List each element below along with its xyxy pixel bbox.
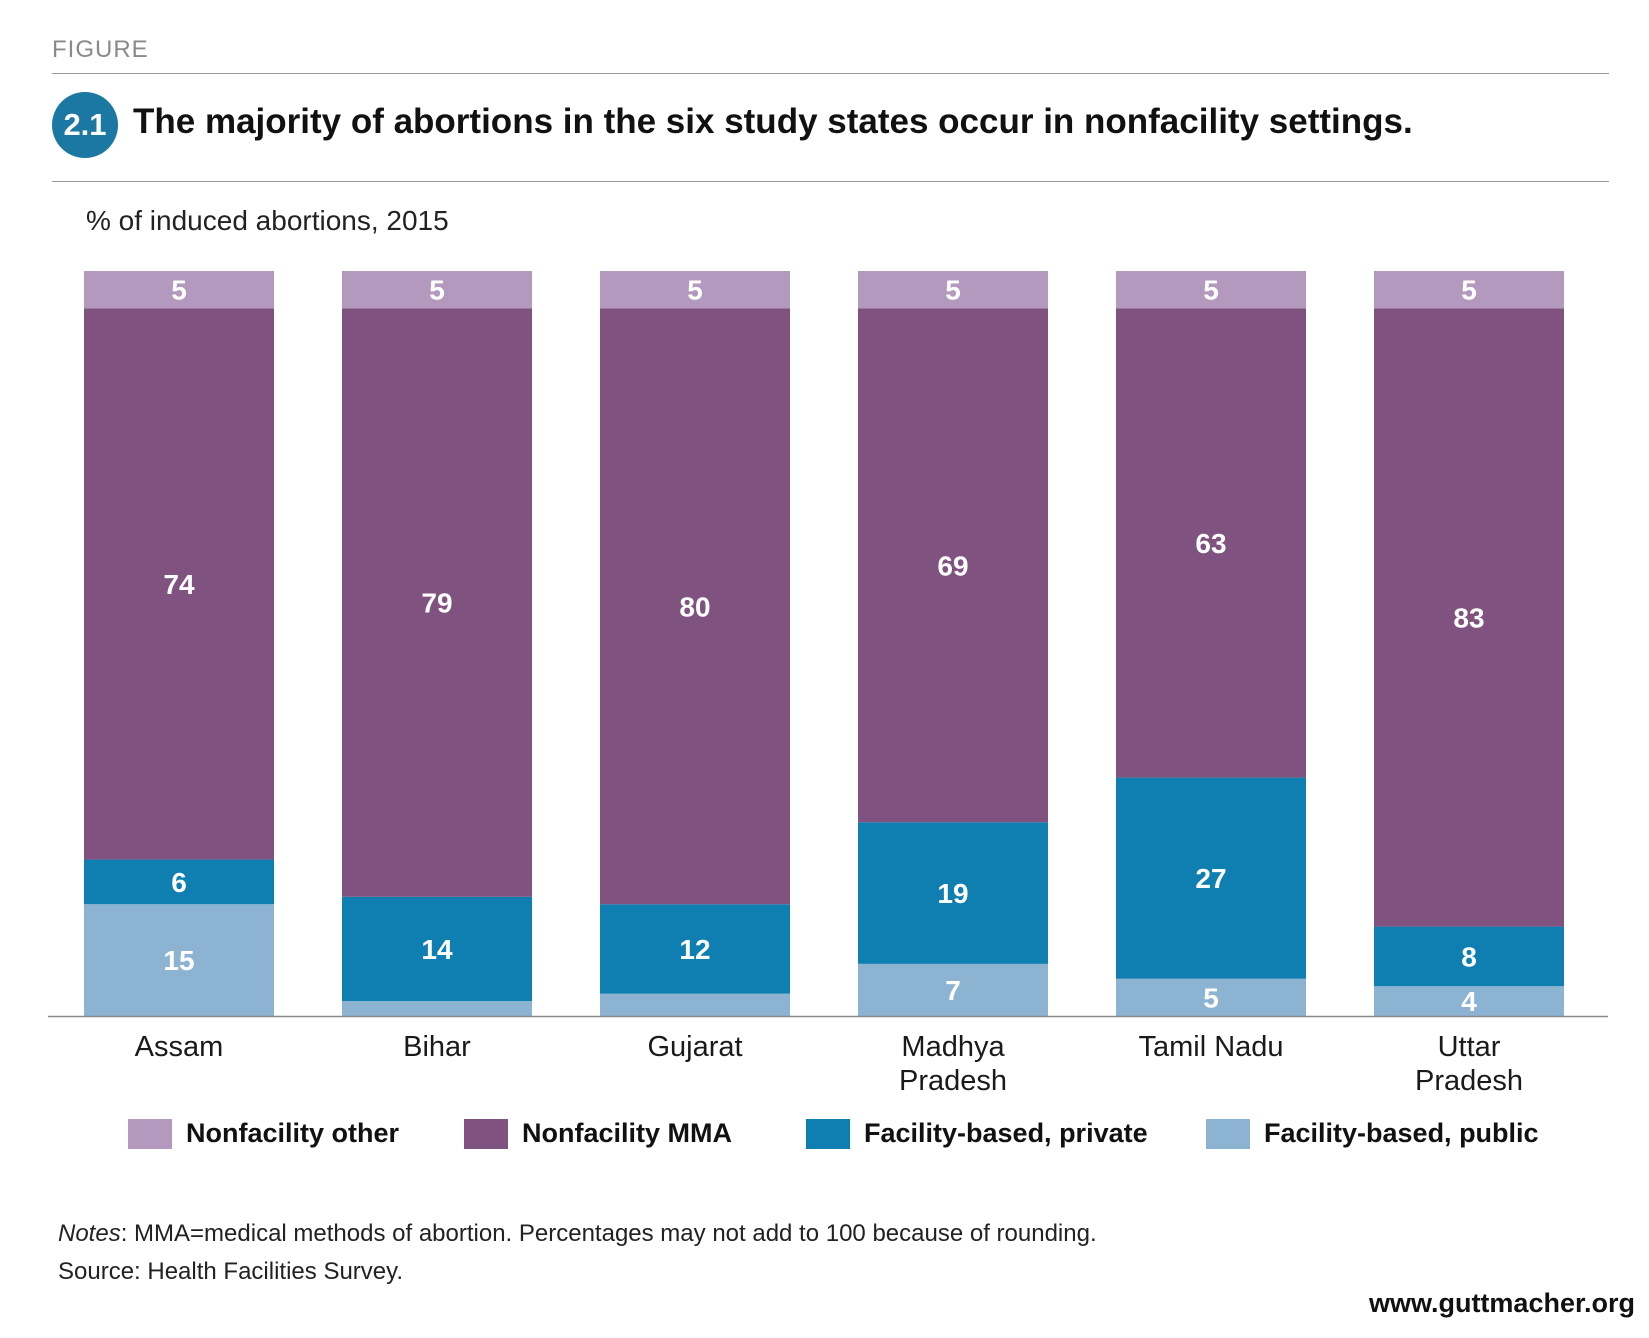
bar-segment-facility_private-5 xyxy=(1374,926,1564,987)
bar-segment-nonfacility_other-0 xyxy=(84,271,274,309)
bar-segment-nonfacility_other-2 xyxy=(600,271,790,309)
bar-segment-nonfacility_mma-4 xyxy=(1116,308,1306,778)
bar-segment-facility_public-1 xyxy=(342,1001,532,1016)
bar-segment-facility_public-2 xyxy=(600,993,790,1016)
chart-title: The majority of abortions in the six stu… xyxy=(133,102,1413,141)
x-tick-label-2: Gujarat xyxy=(647,1031,742,1063)
notes-label: Notes xyxy=(58,1220,121,1247)
source-line: Source: Health Facilities Survey. xyxy=(58,1258,404,1285)
legend-label-facility_private: Facility-based, private xyxy=(864,1118,1148,1148)
bar-segment-facility_public-0 xyxy=(84,904,274,1016)
data-label-nonfacility_mma-2: 80 xyxy=(679,591,710,622)
y-axis-label: % of induced abortions, 2015 xyxy=(86,205,449,236)
x-tick-label-3: Pradesh xyxy=(899,1065,1007,1097)
x-tick-label-0: Assam xyxy=(135,1031,224,1063)
x-tick-label-1: Bihar xyxy=(403,1031,471,1063)
bar-segment-nonfacility_mma-1 xyxy=(342,308,532,897)
bar-segment-facility_public-3 xyxy=(858,963,1048,1016)
bar-segment-nonfacility_other-1 xyxy=(342,271,532,309)
data-label-facility_private-3: 19 xyxy=(937,878,968,909)
bar-segment-nonfacility_other-3 xyxy=(858,271,1048,309)
title-divider xyxy=(52,181,1609,182)
bar-segment-nonfacility_other-5 xyxy=(1374,271,1564,309)
legend-swatch-facility_private xyxy=(806,1118,850,1149)
top-divider xyxy=(52,73,1609,74)
figure-label: FIGURE xyxy=(52,36,149,63)
data-label-facility_private-0: 6 xyxy=(171,867,187,898)
data-label-nonfacility_mma-5: 83 xyxy=(1453,602,1484,633)
x-tick-label-3: Madhya xyxy=(901,1031,1005,1063)
data-label-facility_public-4: 5 xyxy=(1203,982,1219,1013)
legend-label-nonfacility_other: Nonfacility other xyxy=(186,1118,400,1148)
legend-item-nonfacility_other: Nonfacility other xyxy=(128,1118,399,1149)
legend-item-facility_private: Facility-based, private xyxy=(806,1118,1148,1149)
data-label-facility_public-5: 4 xyxy=(1461,986,1477,1017)
bar-segment-facility_private-3 xyxy=(858,822,1048,964)
stacked-bar-chart: 15 6 74 5 Assam 14 79 5 Bihar 12 80 5 Gujarat 7 19 69 5 M… xyxy=(48,271,1608,1097)
data-label-nonfacility_mma-3: 69 xyxy=(937,550,968,581)
notes-line: Notes: MMA=medical methods of abortion. … xyxy=(58,1215,1097,1253)
bar-segment-nonfacility_mma-5 xyxy=(1374,308,1564,927)
data-label-facility_public-0: 15 xyxy=(163,945,194,976)
data-label-nonfacility_mma-4: 63 xyxy=(1195,528,1226,559)
bar-segment-nonfacility_mma-2 xyxy=(600,308,790,905)
x-tick-label-5: Uttar xyxy=(1438,1031,1501,1063)
legend-swatch-facility_public xyxy=(1206,1118,1250,1149)
data-label-facility_private-2: 12 xyxy=(679,934,710,965)
legend-label-facility_public: Facility-based, public xyxy=(1264,1118,1539,1148)
data-label-facility_private-4: 27 xyxy=(1195,863,1226,894)
bar-segment-nonfacility_mma-0 xyxy=(84,308,274,860)
data-label-nonfacility_other-3: 5 xyxy=(945,275,961,306)
bar-segment-facility_private-0 xyxy=(84,859,274,905)
data-label-nonfacility_other-4: 5 xyxy=(1203,275,1219,306)
legend-item-nonfacility_mma: Nonfacility MMA xyxy=(464,1118,732,1149)
legend-label-nonfacility_mma: Nonfacility MMA xyxy=(522,1118,733,1148)
data-label-nonfacility_other-0: 5 xyxy=(171,275,187,306)
notes-block: Notes: MMA=medical methods of abortion. … xyxy=(58,1215,1097,1291)
data-label-facility_public-3: 7 xyxy=(945,975,961,1006)
x-tick-label-4: Tamil Nadu xyxy=(1138,1031,1283,1063)
bar-segment-nonfacility_mma-3 xyxy=(858,308,1048,823)
data-label-nonfacility_mma-1: 79 xyxy=(421,588,452,619)
bar-segment-facility_private-4 xyxy=(1116,777,1306,979)
data-label-nonfacility_other-2: 5 xyxy=(687,275,703,306)
x-tick-label-5: Pradesh xyxy=(1415,1065,1523,1097)
figure-number-badge: 2.1 xyxy=(52,92,118,158)
data-label-nonfacility_other-1: 5 xyxy=(429,275,445,306)
website-url: www.guttmacher.org xyxy=(1368,1288,1635,1318)
notes-text: : MMA=medical methods of abortion. Perce… xyxy=(120,1220,1097,1247)
bar-segment-facility_public-5 xyxy=(1374,986,1564,1016)
data-label-facility_private-5: 8 xyxy=(1461,941,1477,972)
legend-swatch-nonfacility_other xyxy=(128,1118,172,1149)
data-label-nonfacility_mma-0: 74 xyxy=(163,569,195,600)
data-label-nonfacility_other-5: 5 xyxy=(1461,275,1477,306)
bar-segment-facility_public-4 xyxy=(1116,978,1306,1016)
legend-item-facility_public: Facility-based, public xyxy=(1206,1118,1539,1149)
data-label-facility_private-1: 14 xyxy=(421,934,453,965)
chart-legend: Nonfacility other Nonfacility MMA Facility… xyxy=(0,1118,1649,1158)
bar-segment-facility_private-1 xyxy=(342,896,532,1002)
bar-segment-facility_private-2 xyxy=(600,904,790,994)
bar-segment-nonfacility_other-4 xyxy=(1116,271,1306,309)
legend-swatch-nonfacility_mma xyxy=(464,1118,508,1149)
